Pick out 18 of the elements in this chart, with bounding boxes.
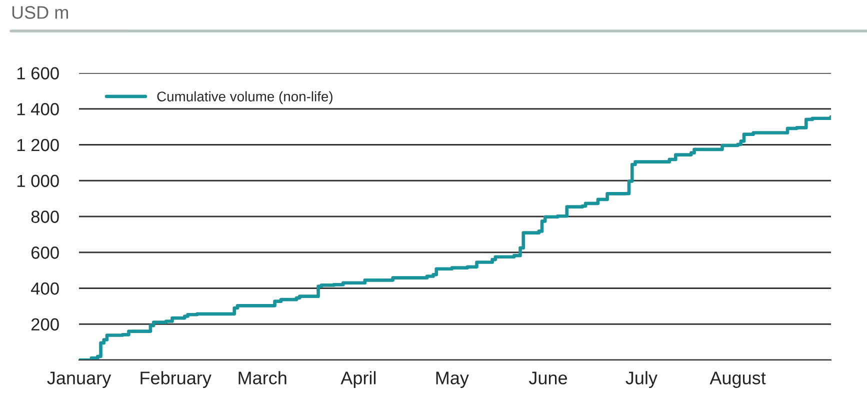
y-tick-label: 1 000 [17, 174, 59, 188]
y-tick-label: 1 600 [17, 67, 59, 80]
y-tick-label: 1 400 [17, 103, 59, 116]
y-tick-label: 800 [31, 210, 59, 223]
x-tick-label: July [626, 371, 658, 388]
x-tick-label: January [47, 372, 112, 388]
x-tick-label: February [140, 371, 212, 388]
y-tick-label: 400 [30, 282, 59, 295]
x-tick-label: April [340, 371, 376, 388]
y-tick-label: 1 200 [17, 138, 59, 152]
x-tick-label: June [528, 372, 567, 384]
legend-label: Cumulative volume (non-life) [157, 91, 332, 104]
x-tick-label: March [238, 371, 286, 384]
x-tick-label: August [710, 372, 766, 388]
y-tick-label: 200 [31, 318, 59, 331]
y-tick-label: 600 [31, 246, 59, 259]
x-tick-label: May [436, 372, 469, 388]
chart-title: USD m [12, 6, 68, 19]
